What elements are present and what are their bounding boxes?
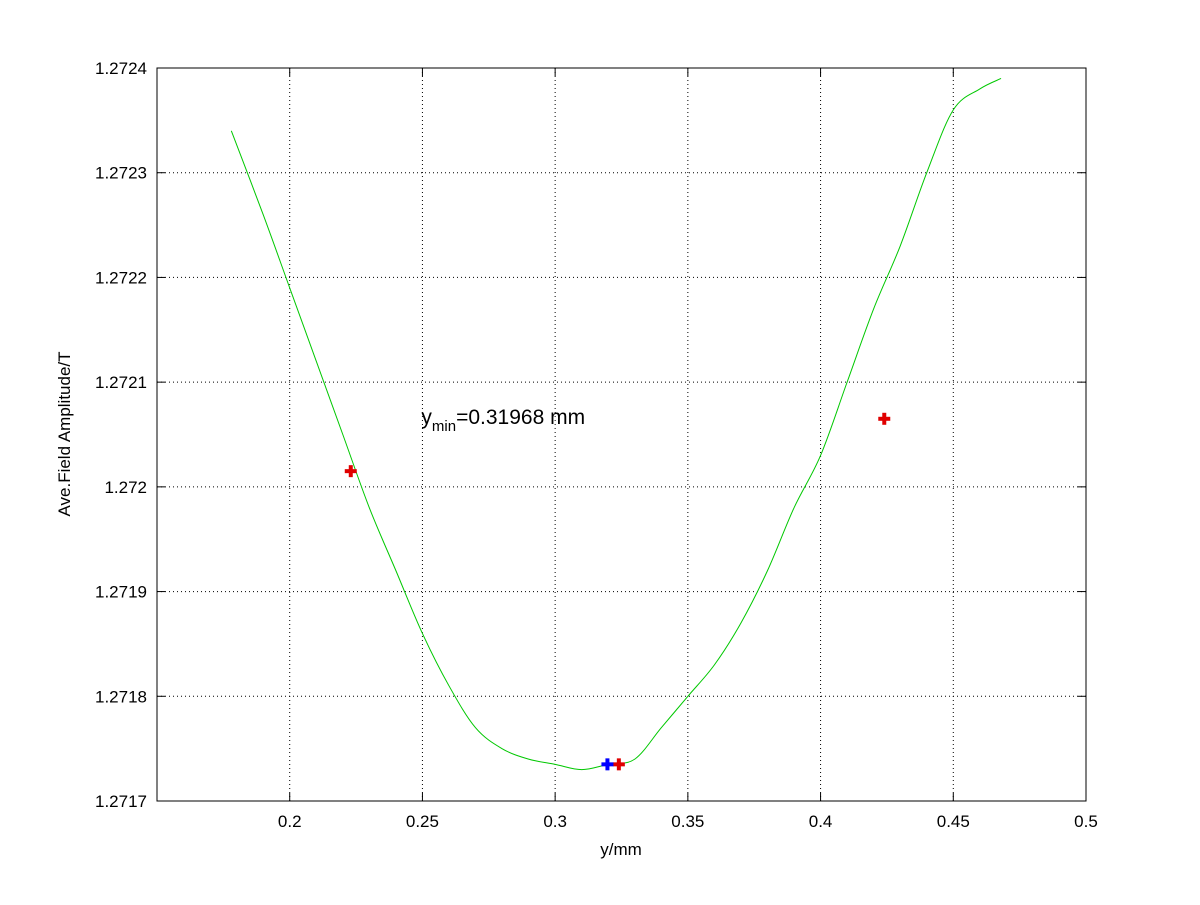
y-tick-label: 1.2719 (95, 583, 147, 602)
data-point-marker (601, 758, 614, 771)
x-tick-label: 0.5 (1074, 812, 1098, 831)
x-tick-label: 0.25 (406, 812, 439, 831)
annotation-base: y (421, 406, 432, 429)
ticks (157, 67, 1087, 802)
annotation-rest: =0.31968 mm (456, 406, 585, 429)
y-tick-label: 1.2718 (95, 687, 147, 706)
axes-box (156, 67, 1087, 802)
annotation-subscript: min (432, 418, 456, 435)
x-axis-label: y/mm (600, 840, 642, 859)
y-tick-label: 1.2717 (95, 792, 147, 811)
y-axis-label: Ave.Field Amplitude/T (55, 351, 74, 516)
y-tick-label: 1.2723 (95, 164, 147, 183)
y-tick-label: 1.2722 (95, 268, 147, 287)
x-tick-label: 0.2 (278, 812, 302, 831)
data-point-marker (612, 758, 625, 771)
tick-labels: 0.2 0.25 0.3 0.35 0.4 0.45 0.5 1.2717 1.2718 1.27… (95, 59, 1098, 831)
x-tick-label: 0.4 (809, 812, 833, 831)
grid (157, 68, 1086, 801)
y-tick-label: 1.272 (104, 478, 147, 497)
annotation: ymin=0.31968 mm (421, 406, 585, 435)
x-tick-label: 0.45 (937, 812, 970, 831)
data-point-marker (878, 412, 891, 425)
y-tick-label: 1.2724 (95, 59, 147, 78)
series-layer (230, 78, 1002, 771)
x-tick-label: 0.3 (543, 812, 567, 831)
data-point-marker (344, 465, 357, 478)
y-tick-label: 1.2721 (95, 373, 147, 392)
x-tick-label: 0.35 (671, 812, 704, 831)
plot-area (157, 68, 1086, 801)
